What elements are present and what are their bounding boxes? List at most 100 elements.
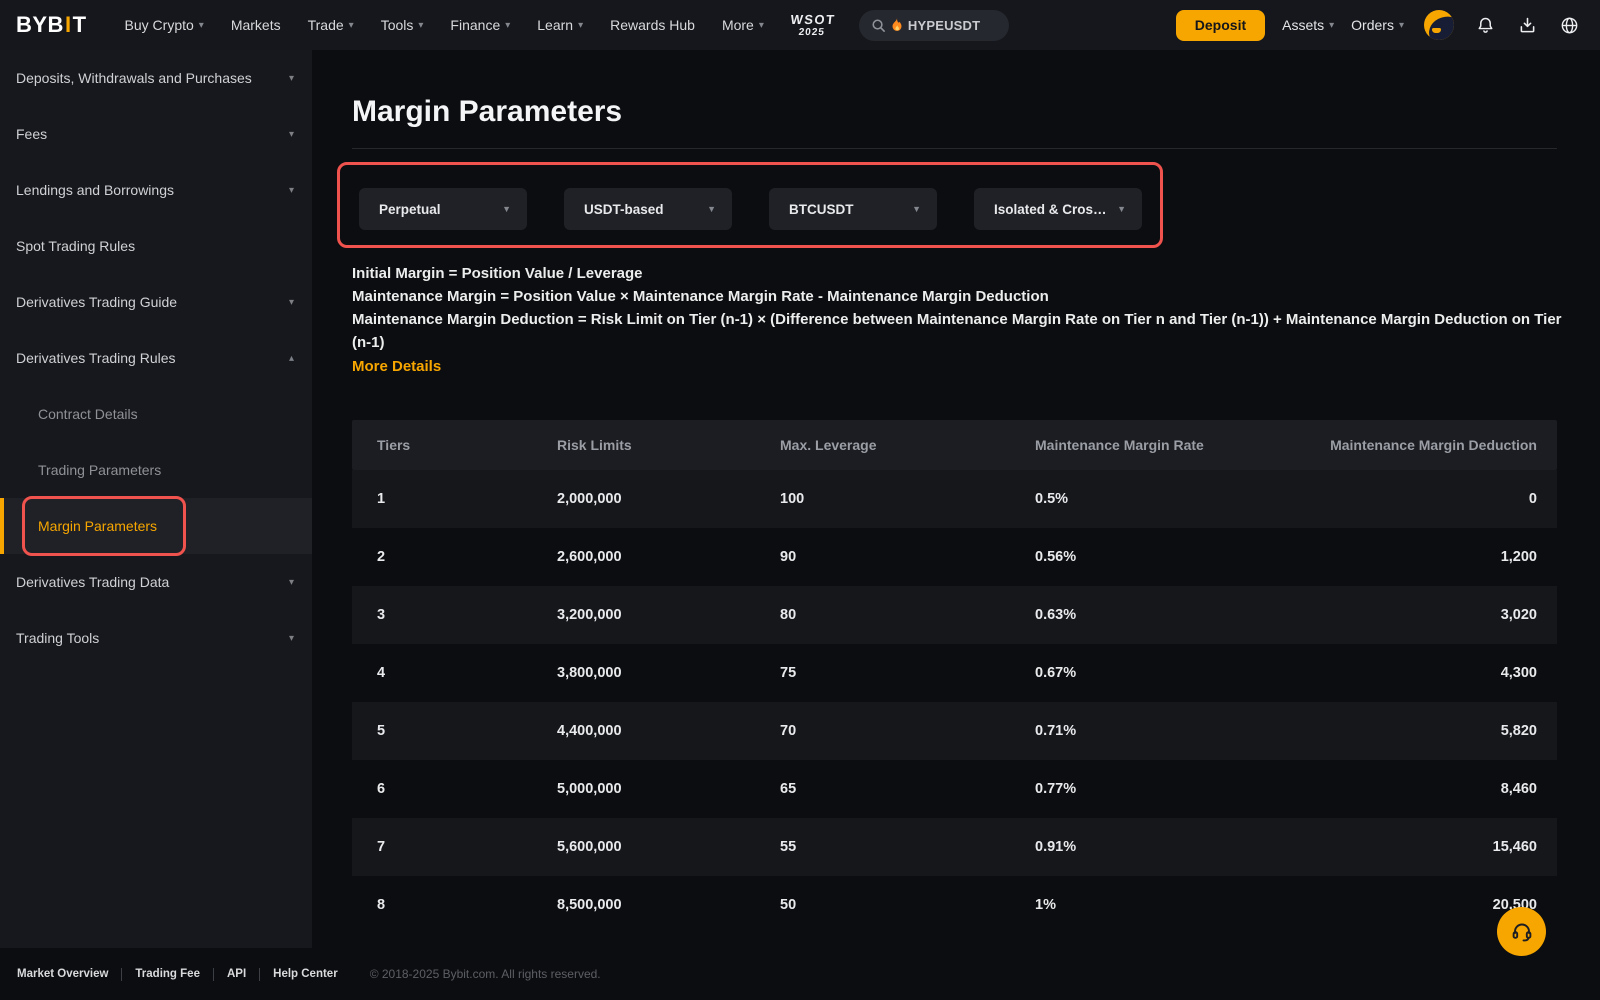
bybit-logo[interactable]: BYBIT: [16, 12, 87, 38]
table-cell: 50: [780, 897, 797, 913]
filter-value: Isolated & Cross ...: [994, 201, 1110, 217]
nav-item-tools[interactable]: Tools ▾: [381, 17, 424, 33]
download-app-button[interactable]: [1517, 15, 1538, 36]
table-cell: 2,000,000: [557, 491, 622, 507]
table-cell: 90: [780, 549, 797, 565]
sidebar-item-spot-trading-rules[interactable]: Spot Trading Rules: [0, 218, 312, 274]
table-cell: 0.71%: [1035, 723, 1077, 739]
filter-value: Perpetual: [379, 201, 441, 217]
table-header-cell-maintenance-margin-rate: Maintenance Margin Rate: [1035, 437, 1204, 453]
sidebar-item-contract-details[interactable]: Contract Details: [0, 386, 312, 442]
nav-item-finance[interactable]: Finance ▾: [450, 17, 510, 33]
nav-item-buy-crypto[interactable]: Buy Crypto ▾: [125, 17, 204, 33]
table-cell: 0.5%: [1035, 491, 1069, 507]
nav-item-label: More: [721, 17, 754, 33]
orders-menu[interactable]: Orders ▾: [1351, 17, 1404, 33]
table-header-cell-max-leverage: Max. Leverage: [780, 437, 877, 453]
table-cell: 2,600,000: [557, 549, 622, 565]
search-query: HYPEUSDT: [907, 17, 981, 33]
chevron-down-icon: ▾: [198, 19, 204, 31]
notifications-button[interactable]: [1475, 15, 1496, 36]
table-row-tier-8[interactable]: 8 8,500,000 50 1% 20,500: [352, 876, 1557, 934]
sidebar-item-margin-parameters[interactable]: Margin Parameters: [0, 496, 312, 556]
chevron-down-icon: ▼: [707, 204, 716, 214]
filter-dropdown-btcusdt[interactable]: BTCUSDT ▼: [769, 188, 937, 230]
nav-item-learn[interactable]: Learn ▾: [537, 17, 583, 33]
nav-item-label: Learn: [537, 17, 574, 33]
chevron-down-icon: ▾: [505, 19, 511, 31]
table-cell: 5,600,000: [557, 839, 622, 855]
footer-divider: [121, 967, 123, 981]
wsot-2025-logo[interactable]: WSOT 2025: [789, 12, 837, 38]
sidebar-item-derivatives-trading-rules[interactable]: Derivatives Trading Rules ▴: [0, 330, 312, 386]
filter-value: BTCUSDT: [789, 201, 854, 217]
sidebar-item-lendings-and-borrowings[interactable]: Lendings and Borrowings ▾: [0, 162, 312, 218]
sidebar-item-label: Margin Parameters: [38, 518, 158, 534]
table-header-row: Tiers Risk Limits Max. Leverage Maintenance…: [352, 420, 1557, 470]
sidebar-item-fees[interactable]: Fees ▾: [0, 106, 312, 162]
table-cell: 65: [780, 781, 797, 797]
chevron-down-icon: ▼: [912, 204, 921, 214]
nav-item-label: Markets: [230, 17, 281, 33]
sidebar-item-trading-tools[interactable]: Trading Tools ▾: [0, 610, 312, 666]
filter-dropdown-perpetual[interactable]: Perpetual ▼: [359, 188, 527, 230]
sidebar-item-label: Trading Tools: [16, 630, 100, 646]
footer-link-market-overview[interactable]: Market Overview: [17, 968, 109, 980]
table-cell: 0.77%: [1035, 781, 1077, 797]
sidebar-item-deposits-withdrawals-and-purchases[interactable]: Deposits, Withdrawals and Purchases ▾: [0, 50, 312, 106]
footer-link-help-center[interactable]: Help Center: [273, 968, 338, 980]
more-details-link[interactable]: More Details: [352, 358, 442, 375]
assets-menu[interactable]: Assets ▾: [1282, 17, 1334, 33]
table-row-tier-6[interactable]: 6 5,000,000 65 0.77% 8,460: [352, 760, 1557, 818]
logo-text: BYB: [16, 12, 64, 37]
nav-item-rewards-hub[interactable]: Rewards Hub: [610, 17, 695, 33]
sidebar: Deposits, Withdrawals and Purchases ▾ Fees…: [0, 50, 312, 948]
search-icon: [872, 18, 885, 32]
sidebar-item-derivatives-trading-guide[interactable]: Derivatives Trading Guide ▾: [0, 274, 312, 330]
headset-icon: [1512, 923, 1531, 941]
sidebar-item-label: Trading Parameters: [38, 462, 162, 478]
support-chat-button[interactable]: [1497, 907, 1546, 956]
table-cell: 4,300: [1500, 665, 1537, 681]
sidebar-item-label: Contract Details: [38, 406, 138, 422]
wsot-logo-year: 2025: [797, 27, 826, 38]
sidebar-item-label: Deposits, Withdrawals and Purchases: [16, 70, 252, 86]
sidebar-item-trading-parameters[interactable]: Trading Parameters: [0, 442, 312, 498]
table-cell: 2: [377, 549, 386, 565]
table-cell: 80: [780, 607, 797, 623]
table-row-tier-5[interactable]: 5 4,400,000 70 0.71% 5,820: [352, 702, 1557, 760]
assets-label: Assets: [1282, 17, 1325, 33]
nav-item-markets[interactable]: Markets: [231, 17, 281, 33]
table-row-tier-3[interactable]: 3 3,200,000 80 0.63% 3,020: [352, 586, 1557, 644]
search-bar[interactable]: HYPEUSDT: [858, 9, 1009, 41]
filter-dropdown-usdt-based[interactable]: USDT-based ▼: [564, 188, 732, 230]
table-row-tier-7[interactable]: 7 5,600,000 55 0.91% 15,460: [352, 818, 1557, 876]
avatar[interactable]: [1424, 10, 1454, 40]
title-divider: [352, 148, 1557, 149]
table-row-tier-1[interactable]: 1 2,000,000 100 0.5% 0: [352, 470, 1557, 528]
table-row-tier-2[interactable]: 2 2,600,000 90 0.56% 1,200: [352, 528, 1557, 586]
deposit-button[interactable]: Deposit: [1175, 9, 1266, 41]
filter-dropdown-isolated-cross[interactable]: Isolated & Cross ... ▼: [974, 188, 1142, 230]
table-header-cell-tiers: Tiers: [377, 437, 411, 453]
language-button[interactable]: [1559, 15, 1580, 36]
table-cell: 75: [780, 665, 797, 681]
nav-item-trade[interactable]: Trade ▾: [308, 17, 354, 33]
footer-link-trading-fee[interactable]: Trading Fee: [135, 968, 200, 980]
table-cell: 3,020: [1500, 607, 1537, 623]
chevron-down-icon: ▾: [288, 576, 294, 588]
chevron-down-icon: ▾: [348, 19, 354, 31]
chevron-down-icon: ▾: [288, 184, 294, 196]
table-row-tier-4[interactable]: 4 3,800,000 75 0.67% 4,300: [352, 644, 1557, 702]
footer-link-api[interactable]: API: [226, 968, 247, 980]
formula-line: Maintenance Margin = Position Value × Ma…: [352, 288, 1049, 305]
chevron-down-icon: ▼: [1117, 204, 1126, 214]
bell-icon: [1478, 17, 1493, 33]
table-cell: 3: [377, 607, 386, 623]
table-cell: 1: [377, 491, 386, 507]
table-cell: 8: [377, 897, 386, 913]
chevron-down-icon: ▾: [288, 72, 294, 84]
table-cell: 0.56%: [1035, 549, 1077, 565]
sidebar-item-derivatives-trading-data[interactable]: Derivatives Trading Data ▾: [0, 554, 312, 610]
nav-item-more[interactable]: More ▾: [722, 17, 764, 33]
